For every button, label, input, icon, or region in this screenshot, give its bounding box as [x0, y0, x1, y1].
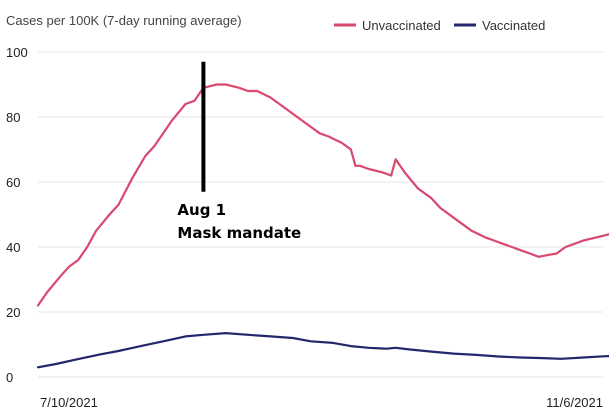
annotation-date: Aug 1: [177, 201, 226, 219]
y-tick-80: 80: [6, 110, 20, 125]
series-lines: [36, 83, 609, 369]
y-tick-labels: 0 20 40 60 80 100: [6, 45, 28, 385]
x-tick-labels: 7/10/2021 11/6/2021: [40, 395, 603, 410]
x-tick-end: 11/6/2021: [546, 395, 603, 410]
y-tick-20: 20: [6, 305, 20, 320]
legend: Unvaccinated Vaccinated: [334, 18, 545, 33]
gridlines: [38, 51, 603, 378]
y-tick-40: 40: [6, 240, 20, 255]
annotation-text: Mask mandate: [177, 224, 301, 242]
y-tick-100: 100: [6, 45, 28, 60]
annotations: Aug 1 Mask mandate: [177, 61, 301, 242]
series-line-vaccinated: [36, 332, 609, 369]
legend-label-vaccinated: Vaccinated: [482, 18, 545, 33]
y-tick-60: 60: [6, 175, 20, 190]
x-tick-start: 7/10/2021: [40, 395, 98, 410]
y-axis-label: Cases per 100K (7-day running average): [6, 13, 242, 28]
legend-label-unvaccinated: Unvaccinated: [362, 18, 441, 33]
y-tick-0: 0: [6, 370, 13, 385]
series-line-unvaccinated: [36, 83, 609, 307]
